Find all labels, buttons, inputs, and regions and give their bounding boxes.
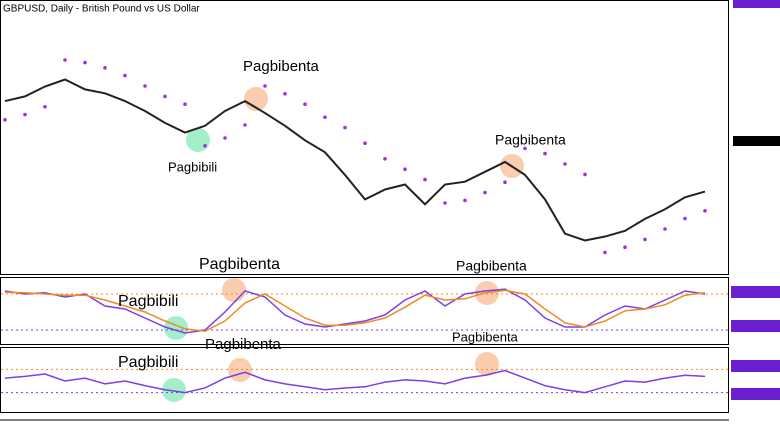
sar-dot <box>483 190 487 195</box>
chart-title: GBPUSD, Daily - British Pound vs US Doll… <box>3 4 200 15</box>
sar-dot <box>383 157 387 161</box>
annotation: Pagbibili <box>168 159 217 174</box>
sar-dot <box>703 209 707 213</box>
sar-dot <box>563 162 567 166</box>
annotation: Pagbibenta <box>199 256 280 273</box>
scale-marker <box>731 388 780 400</box>
sar-dot <box>683 216 687 221</box>
sar-dot <box>463 198 467 203</box>
sar-dot <box>83 60 87 65</box>
series-line <box>4 369 706 394</box>
annotation: Pagbibenta <box>205 336 282 353</box>
sar-dot <box>243 123 247 127</box>
annotation: Pagbibenta <box>456 258 527 274</box>
sar-dot <box>23 112 27 117</box>
sar-dot <box>63 58 67 62</box>
annotation: Pagbibili <box>118 354 178 371</box>
highlight <box>475 352 499 376</box>
sar-dot <box>623 245 627 249</box>
main-panel <box>0 0 729 275</box>
sar-dot <box>263 84 267 88</box>
annotation: Pagbibili <box>118 293 178 310</box>
sar-dot <box>123 73 127 78</box>
highlight <box>222 278 246 302</box>
highlight <box>228 358 252 382</box>
scale-marker <box>733 136 780 146</box>
sar-dot <box>103 66 107 70</box>
sar-dot <box>643 237 647 242</box>
sar-dot <box>403 167 407 171</box>
scale-marker <box>731 286 780 298</box>
scale-marker <box>731 360 780 372</box>
sar-dot <box>143 84 147 88</box>
sar-dot <box>603 250 607 255</box>
scale-marker <box>733 0 780 8</box>
series-line <box>4 78 706 242</box>
sar-dot <box>343 125 347 130</box>
series-line <box>4 288 706 334</box>
sar-dot <box>323 115 327 119</box>
rsi-panel <box>0 347 729 413</box>
price-scale <box>729 0 780 438</box>
sar-dot <box>203 144 207 148</box>
annotation: Pagbibenta <box>243 58 320 75</box>
sar-dot <box>223 136 227 140</box>
sar-dot <box>363 141 367 145</box>
sar-dot <box>583 172 587 177</box>
sar-dot <box>3 118 7 122</box>
sar-dot <box>423 177 427 182</box>
highlight <box>164 316 188 340</box>
sar-dot <box>523 146 527 151</box>
highlight <box>162 378 186 402</box>
scale-marker <box>731 320 780 332</box>
sar-dot <box>503 180 507 184</box>
sar-dot <box>283 92 287 96</box>
annotation: Pagbibenta <box>452 329 519 344</box>
sar-dot <box>663 227 667 231</box>
series-line <box>4 289 706 332</box>
sar-dot <box>183 102 187 106</box>
sar-dot <box>303 102 307 106</box>
sar-dot <box>43 105 47 109</box>
sar-dot <box>163 94 167 99</box>
sar-dot <box>543 151 547 156</box>
sar-dot <box>443 201 447 205</box>
stoch-panel <box>0 277 729 345</box>
annotation: Pagbibenta <box>495 132 566 148</box>
